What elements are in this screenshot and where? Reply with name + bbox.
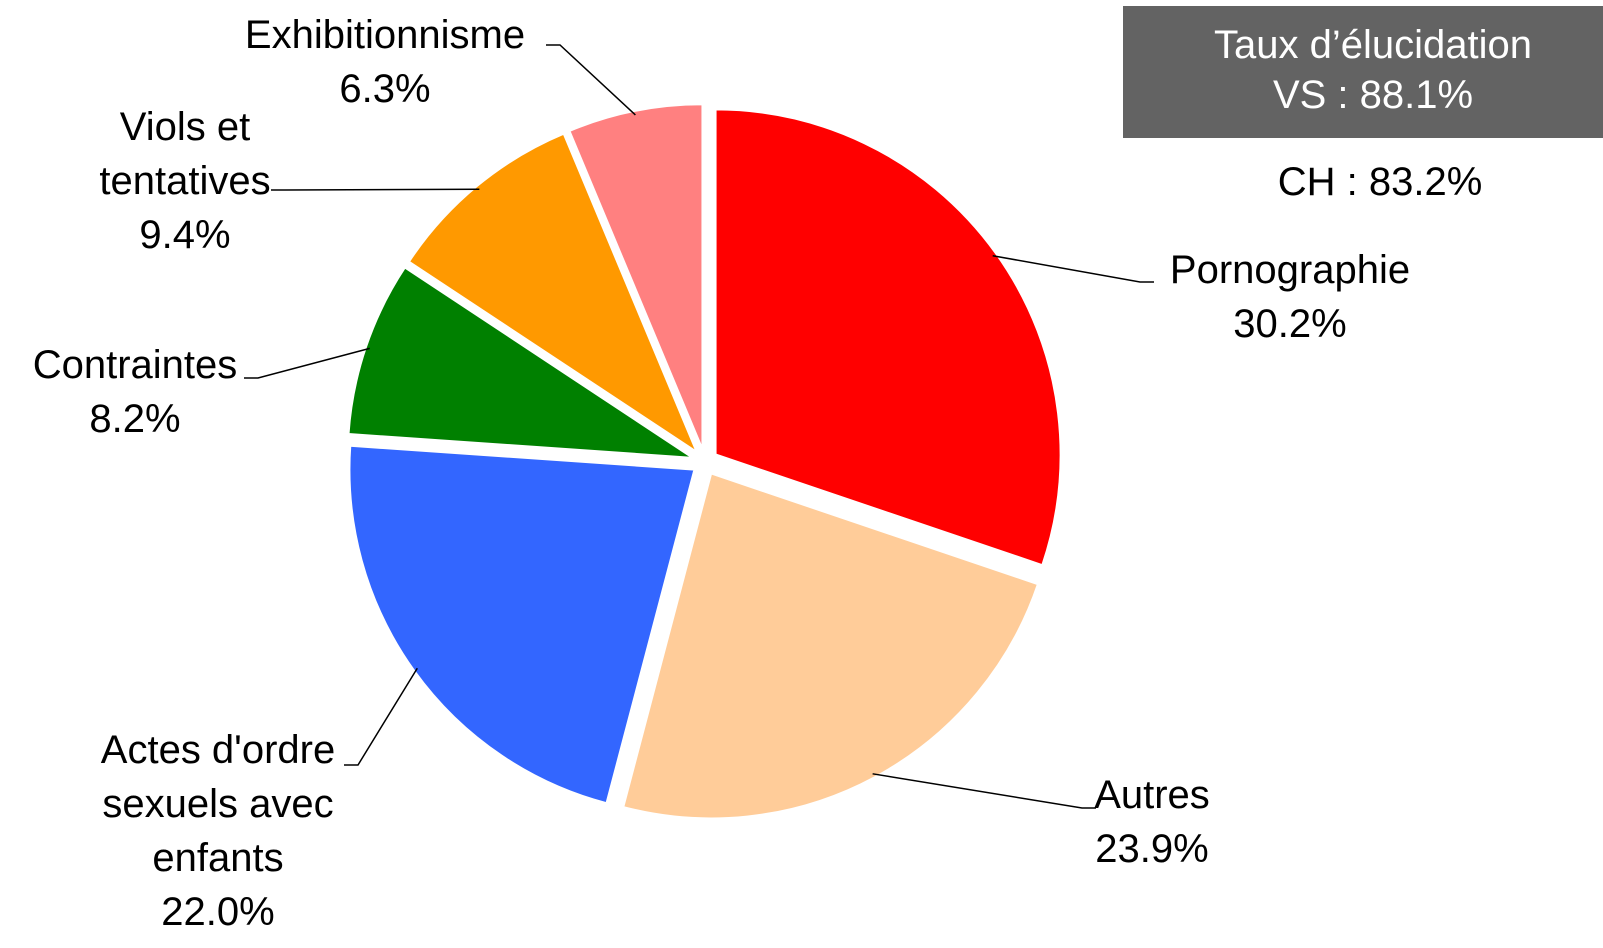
annotation-box: Taux d’élucidation VS : 88.1% [1123, 6, 1603, 138]
annotation: Taux d’élucidation [1214, 23, 1532, 67]
value-label: 8.2% [89, 397, 181, 441]
annotation: CH : 83.2% [1277, 160, 1483, 204]
value-label: 6.3% [339, 67, 431, 111]
pie-slice [622, 472, 1040, 820]
slice-label: Autres 23.9% [1052, 768, 1252, 876]
pie-slice [714, 108, 1062, 567]
leader-line [271, 188, 480, 191]
pie-slice [347, 266, 697, 460]
category-label: Autres [1094, 773, 1210, 817]
category-label: Actes d'ordre sexuels avec enfants [100, 728, 336, 880]
category-label: Exhibitionnisme [244, 13, 526, 57]
category-label: Viols et tentatives [99, 105, 271, 203]
slice-label: Viols et tentatives 9.4% [65, 100, 305, 262]
value-label: 23.9% [1095, 827, 1209, 871]
pie-slice [407, 132, 699, 455]
value-label: 22.0% [161, 890, 275, 934]
pie-slice [568, 103, 704, 450]
slice-label: Pornographie 30.2% [1130, 243, 1450, 351]
leader-line [344, 667, 418, 766]
slice-label: Actes d'ordre sexuels avec enfants 22.0% [58, 723, 378, 939]
category-label: Pornographie [1169, 248, 1411, 292]
leader-line [992, 254, 1154, 283]
pie-slice [348, 444, 696, 805]
annotation: VS : 88.1% [1272, 73, 1474, 117]
value-label: 9.4% [139, 213, 231, 257]
leader-line [872, 773, 1096, 809]
slice-label: Contraintes 8.2% [5, 338, 265, 446]
slice-label: Exhibitionnisme 6.3% [215, 8, 555, 116]
value-label: 30.2% [1233, 302, 1347, 346]
leader-line [244, 347, 370, 379]
leader-line [546, 44, 636, 116]
category-label: Contraintes [32, 343, 238, 387]
